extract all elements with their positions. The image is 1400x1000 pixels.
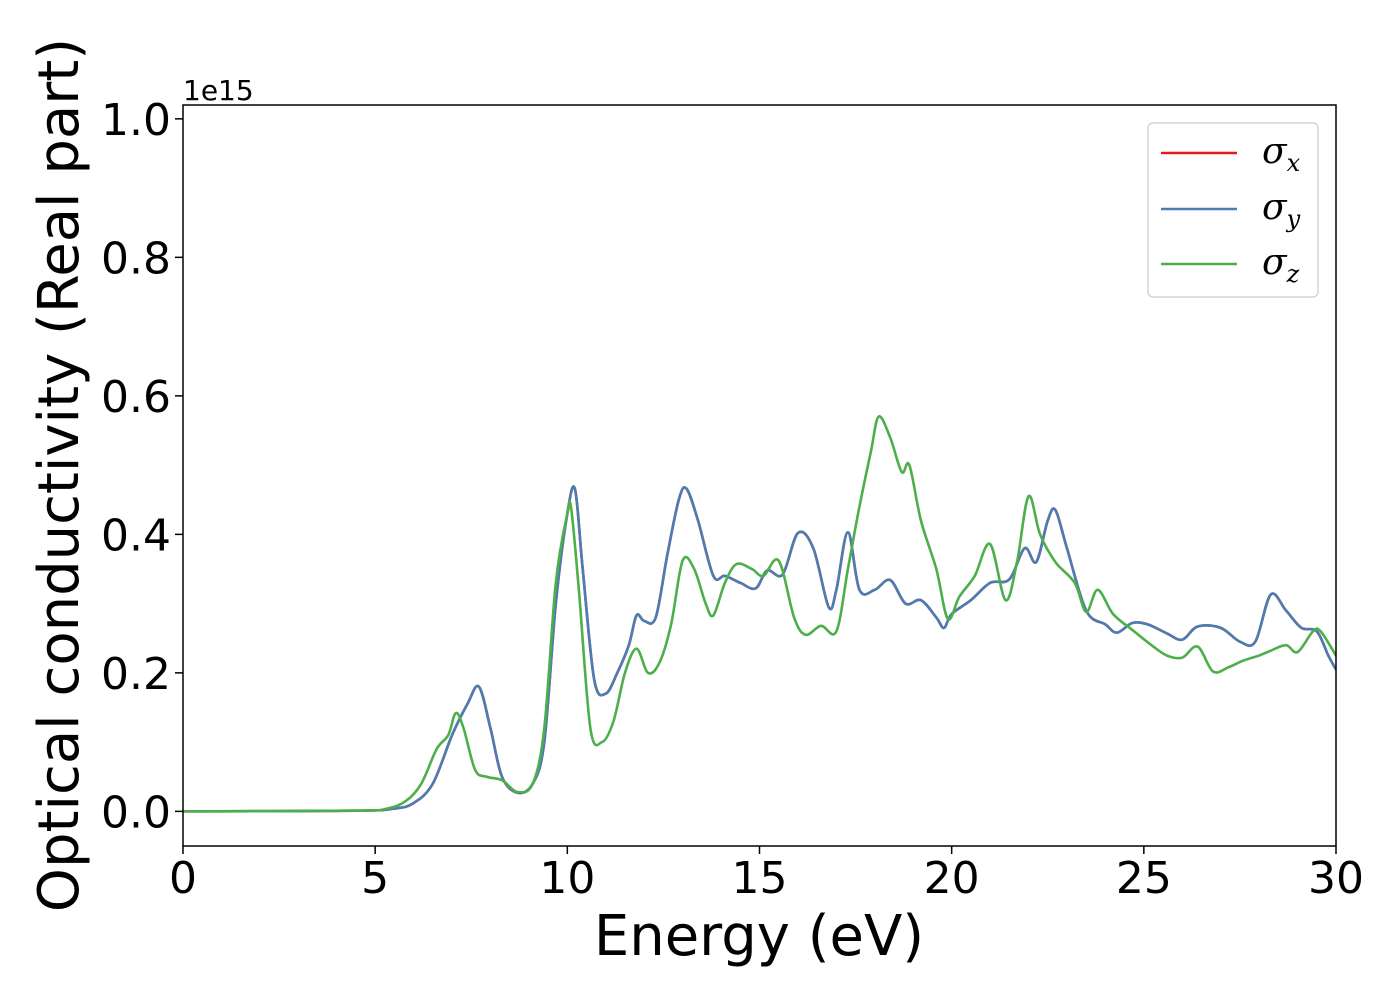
legend-subscript-x: x <box>1287 149 1301 177</box>
y-offset-label: 1e15 <box>183 74 254 107</box>
series-line-x <box>183 485 1336 813</box>
series-line-y <box>183 485 1336 813</box>
legend-label-z: σz <box>1262 242 1300 288</box>
y-tick-label: 0.6 <box>101 372 171 423</box>
y-tick-label: 1.0 <box>101 95 171 146</box>
y-tick-label: 0.4 <box>101 510 171 561</box>
x-axis-title: Energy (eV) <box>594 904 924 969</box>
x-tick-label: 10 <box>539 853 595 904</box>
series-line-z <box>183 415 1336 813</box>
y-axis-title: Optical conductivity (Real part) <box>27 38 92 912</box>
y-axis-ticks: 0.0 0.2 0.4 0.6 0.8 1.0 <box>101 95 183 838</box>
x-tick-label: 25 <box>1116 853 1172 904</box>
y-tick-label: 0.2 <box>101 649 171 700</box>
y-tick-label: 0.0 <box>101 787 171 838</box>
y-tick-label: 0.8 <box>101 233 171 284</box>
x-tick-label: 15 <box>732 853 788 904</box>
legend-subscript-z: z <box>1286 260 1300 288</box>
x-tick-label: 5 <box>361 853 389 904</box>
x-tick-label: 0 <box>169 853 197 904</box>
series-lines <box>183 415 1336 813</box>
legend-subscript-y: y <box>1286 205 1301 233</box>
x-axis-ticks: 0 5 10 15 20 25 30 <box>169 846 1364 904</box>
x-tick-label: 20 <box>924 853 980 904</box>
x-tick-label: 30 <box>1308 853 1364 904</box>
